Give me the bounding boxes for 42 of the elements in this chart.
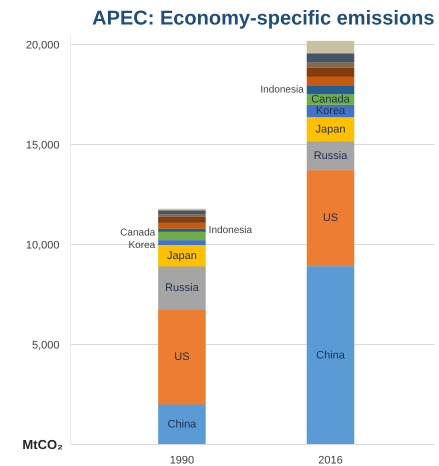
y-tick-label: 15,000 [26,140,60,152]
bar [306,62,354,68]
bar [158,228,206,232]
text: US [322,212,338,224]
series-label: US [174,350,190,363]
bar [158,222,206,229]
chart-title: APEC: Economy-specific emissions [92,8,435,30]
series-label: Canada [311,94,351,106]
bar [158,309,206,404]
bar [306,170,354,266]
bar [306,266,354,444]
bar [306,68,354,76]
x-tick-label: 2016 [318,454,343,466]
text: China [316,349,345,362]
text: Japan [316,123,346,136]
bar [158,210,206,214]
series-label: Russia [314,150,348,162]
series-label: China [168,418,198,430]
bar [158,232,206,240]
y-axis-title: MtCO₂ [22,437,64,452]
series-label: Japan [166,250,197,262]
text: Korea [128,240,156,252]
bar [158,216,206,223]
bar [158,266,206,310]
bar [306,85,354,94]
y-tick-label: 20,000 [26,40,60,52]
bar [158,404,206,444]
bar [158,214,206,217]
bar [306,54,354,62]
y-tick-label: 5,000 [32,340,60,352]
bar [306,117,354,142]
text: Russia [165,282,199,294]
bar [306,40,354,54]
series-label: Indonesia [260,84,304,96]
text: Canada [120,228,156,238]
x-tick-label: 1990 [170,454,194,466]
series-label: Korea [316,105,346,118]
bar [306,76,354,86]
text: Indonesia [208,224,252,236]
y-tick-label: 10,000 [26,240,60,252]
bar [306,142,354,170]
bar [158,240,206,246]
